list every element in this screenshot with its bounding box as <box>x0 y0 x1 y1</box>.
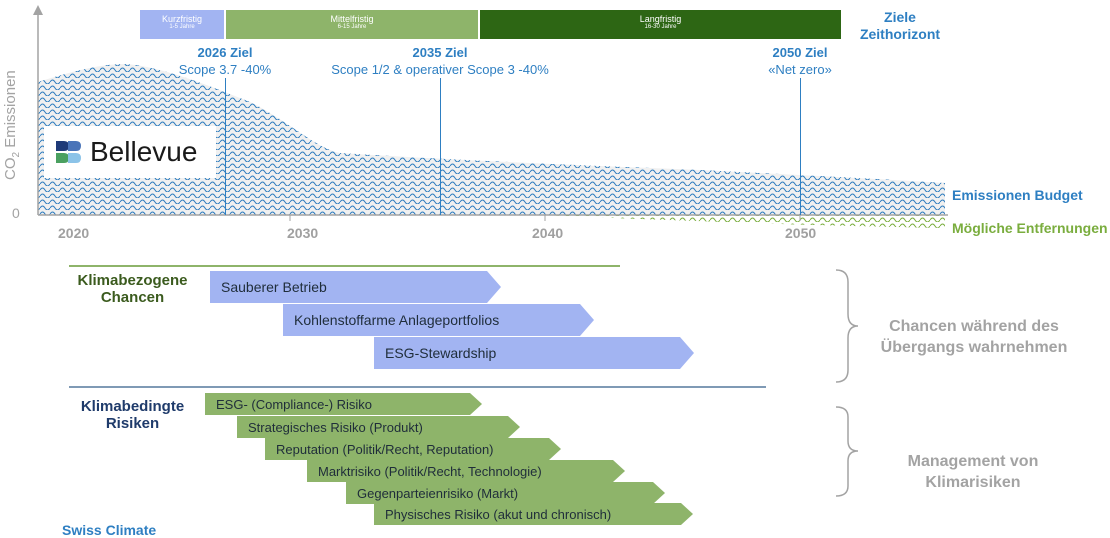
goal-2035-marker <box>440 78 441 215</box>
horizon-label: Ziele Zeithorizont <box>859 9 941 42</box>
legend-budget: Emissionen Budget <box>952 187 1083 203</box>
emissions-budget-hatch <box>38 64 945 215</box>
chancen-arrow-sauberer-betrieb: Sauberer Betrieb <box>210 271 501 303</box>
risiken-divider <box>69 386 766 388</box>
chancen-heading: Klimabezogene Chancen <box>77 272 188 306</box>
risiken-arrow-strategisch: Strategisches Risiko (Produkt) <box>237 416 520 438</box>
risiken-arrow-physisch: Physisches Risiko (akut und chronisch) <box>374 503 693 525</box>
risiken-arrow-gegenpartei: Gegenparteienrisiko (Markt) <box>346 482 665 504</box>
risiken-arrow-marktrisiko: Marktrisiko (Politik/Recht, Technologie) <box>307 460 625 482</box>
goal-2050-marker <box>800 78 801 215</box>
bellevue-logo-icon <box>56 141 81 163</box>
chancen-side-label: Chancen während des Übergangs wahrnehmen <box>880 318 1068 356</box>
phase-long-term: Langfristig 16-30 Jahre <box>480 10 841 39</box>
chancen-arrow-anlageportfolios: Kohlenstoffarme Anlageportfolios <box>283 304 594 336</box>
goal-2050-text: «Net zero» <box>768 62 832 77</box>
chancen-brace <box>835 269 859 383</box>
chancen-divider <box>69 265 620 267</box>
y-axis-arrow <box>33 5 43 15</box>
year-2020: 2020 <box>58 225 90 241</box>
phase-short-term: Kurzfristig 1-5 Jahre <box>140 10 224 39</box>
goal-2035-text: Scope 1/2 & operativer Scope 3 -40% <box>331 62 549 77</box>
goal-2035-title: 2035 Ziel <box>412 45 468 60</box>
bellevue-logo-text: Bellevue <box>90 136 198 167</box>
year-2050: 2050 <box>785 225 817 241</box>
year-2030: 2030 <box>287 225 319 241</box>
y-axis-label: CO2 Emissionen <box>2 70 22 180</box>
risiken-arrow-reputation: Reputation (Politik/Recht, Reputation) <box>265 438 561 460</box>
goal-2050-title: 2050 Ziel <box>772 45 828 60</box>
legend-removals: Mögliche Entfernungen <box>952 220 1108 236</box>
phase-medium-term: Mittelfristig 6-15 Jahre <box>226 10 478 39</box>
goal-2026-text: Scope 3.7 -40% <box>178 62 272 77</box>
goal-2026-marker <box>225 78 226 215</box>
swiss-climate-footer: Swiss Climate <box>62 522 157 538</box>
removals-area <box>540 215 945 228</box>
risiken-arrow-esg-compliance: ESG- (Compliance-) Risiko <box>205 393 482 415</box>
risiken-side-label: Management von Klimarisiken <box>907 453 1039 491</box>
year-2040: 2040 <box>532 225 564 241</box>
emissions-chart <box>33 5 948 228</box>
risiken-brace <box>835 406 859 497</box>
y-zero-label: 0 <box>12 205 20 221</box>
bellevue-logo: Bellevue <box>44 126 216 178</box>
goal-2026-title: 2026 Ziel <box>197 45 253 60</box>
risiken-heading: Klimabedingte Risiken <box>80 398 185 432</box>
chancen-arrow-esg-stewardship: ESG-Stewardship <box>374 337 694 369</box>
